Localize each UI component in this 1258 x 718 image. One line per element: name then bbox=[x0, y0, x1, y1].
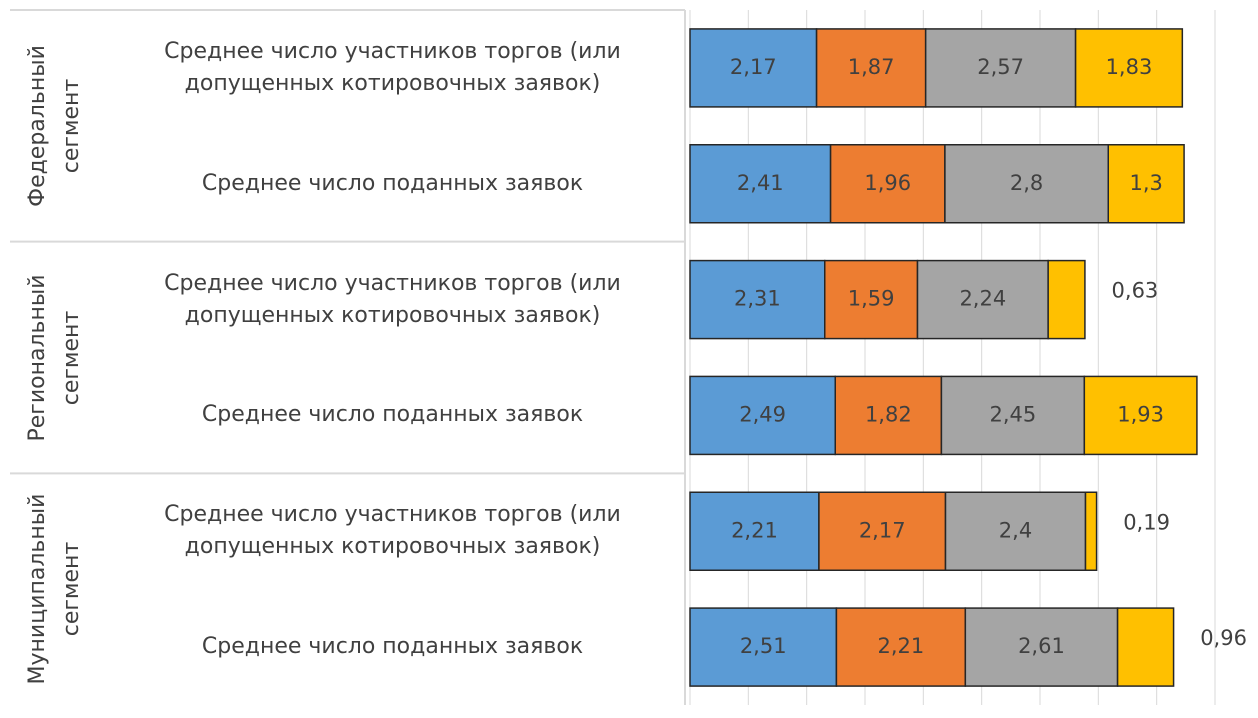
bar-segment bbox=[834, 375, 943, 456]
data-label: 2,17 bbox=[859, 518, 906, 542]
data-label: 1,3 bbox=[1129, 171, 1162, 195]
bar-segment bbox=[916, 259, 1049, 340]
data-label: 0,19 bbox=[1123, 510, 1170, 534]
bar-segment bbox=[818, 491, 947, 571]
group-label: Федеральный сегмент bbox=[25, 44, 84, 207]
bar-segment bbox=[944, 144, 1110, 224]
data-label: 2,21 bbox=[877, 634, 924, 658]
data-label: 2,31 bbox=[734, 287, 781, 311]
bar-segment bbox=[1083, 375, 1198, 456]
data-label: 2,4 bbox=[999, 518, 1032, 542]
data-label: 2,41 bbox=[737, 171, 784, 195]
data-label: 1,87 bbox=[848, 55, 895, 79]
bar-segment bbox=[1074, 28, 1184, 108]
bar-segment bbox=[1107, 144, 1185, 224]
bar-segment bbox=[689, 375, 836, 456]
bar-segment bbox=[835, 607, 967, 687]
data-label: 1,59 bbox=[848, 287, 895, 311]
data-label: 2,51 bbox=[740, 634, 787, 658]
bar-segment bbox=[689, 259, 826, 340]
data-label: 0,96 bbox=[1200, 626, 1247, 650]
data-label: 1,93 bbox=[1117, 402, 1164, 426]
bar-segment bbox=[1084, 491, 1098, 571]
data-label: 1,82 bbox=[865, 402, 912, 426]
bar-segment bbox=[1116, 607, 1175, 687]
data-label: 2,61 bbox=[1018, 634, 1065, 658]
data-label: 1,96 bbox=[864, 171, 911, 195]
data-label: 2,17 bbox=[730, 55, 777, 79]
category-label: Среднее число поданных заявок bbox=[201, 170, 584, 196]
bar-segment bbox=[829, 144, 946, 224]
data-label: 2,8 bbox=[1010, 171, 1043, 195]
data-label: 2,45 bbox=[989, 402, 1036, 426]
bar-segment bbox=[1047, 259, 1086, 340]
category-label: Среднее число поданных заявок bbox=[201, 402, 584, 428]
data-label: 2,24 bbox=[959, 287, 1006, 311]
bar-segment bbox=[924, 28, 1077, 108]
data-label: 2,49 bbox=[739, 402, 786, 426]
data-label: 2,57 bbox=[977, 55, 1024, 79]
category-label: Среднее число поданных заявок bbox=[201, 634, 584, 660]
bar-segment bbox=[964, 607, 1119, 687]
bar-segment bbox=[944, 491, 1087, 571]
group-label: Муниципальный сегмент bbox=[25, 493, 84, 685]
data-label: 1,83 bbox=[1106, 55, 1153, 79]
bar-segment bbox=[689, 491, 820, 571]
category-label: Среднее число участников торгов (или доп… bbox=[164, 270, 621, 328]
data-label: 2,21 bbox=[731, 518, 778, 542]
category-label: Среднее число участников торгов (или доп… bbox=[164, 38, 621, 96]
data-label: 0,63 bbox=[1112, 279, 1159, 303]
bar-segment bbox=[824, 259, 919, 340]
group-label: Региональный сегмент bbox=[25, 273, 84, 442]
bar-segment bbox=[940, 375, 1086, 456]
category-label: Среднее число участников торгов (или доп… bbox=[164, 502, 621, 560]
